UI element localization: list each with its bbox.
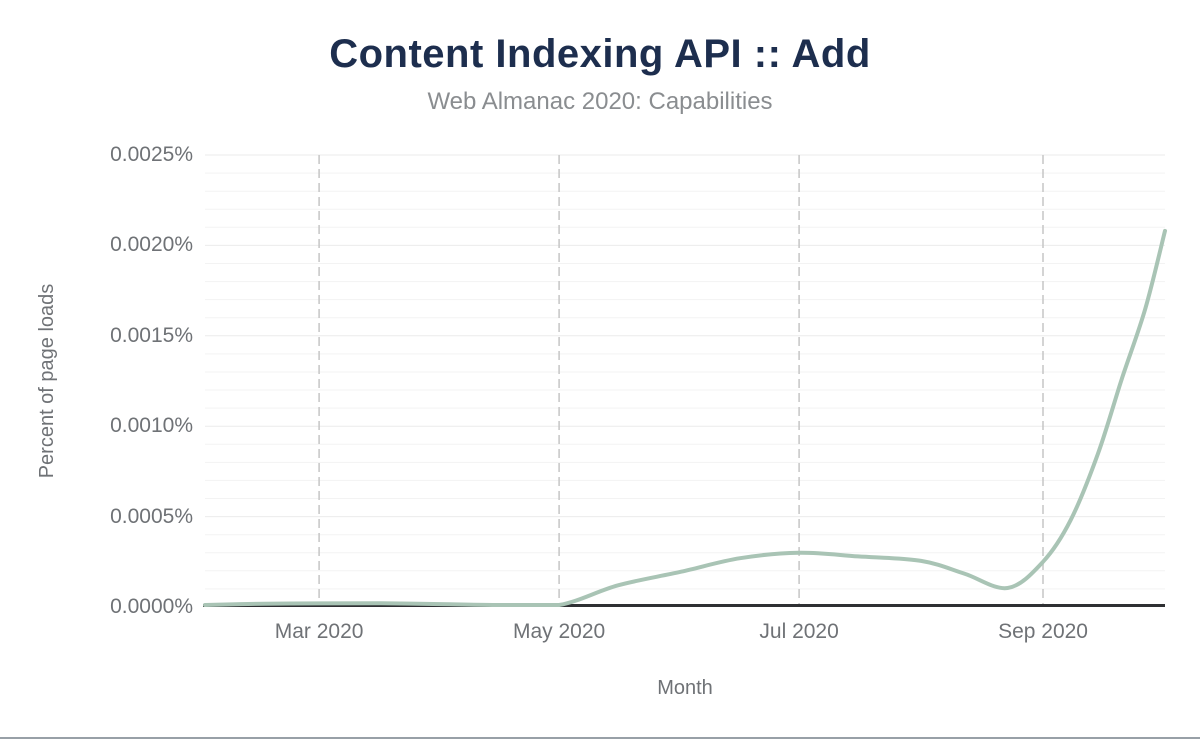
y-tick-label: 0.0000% bbox=[110, 595, 193, 618]
chart-title: Content Indexing API :: Add bbox=[329, 32, 871, 76]
x-tick-label: Sep 2020 bbox=[998, 620, 1088, 643]
y-tick-label: 0.0005% bbox=[110, 504, 193, 528]
page-bottom-border bbox=[0, 737, 1200, 739]
y-tick-label: 0.0015% bbox=[110, 323, 193, 347]
y-axis-title: Percent of page loads bbox=[36, 283, 58, 479]
y-tick-label: 0.0010% bbox=[110, 414, 193, 438]
series-line bbox=[203, 228, 1167, 607]
plot-area bbox=[203, 154, 1167, 607]
x-axis-title: Month bbox=[657, 677, 713, 699]
x-tick-label: May 2020 bbox=[512, 620, 606, 643]
y-tick-label: 0.0020% bbox=[110, 233, 193, 257]
line-chart-canvas bbox=[203, 154, 1167, 607]
x-tick-label: Mar 2020 bbox=[274, 620, 364, 643]
y-tick-label: 0.0025% bbox=[110, 143, 193, 166]
x-tick-label: Jul 2020 bbox=[759, 620, 839, 643]
chart-subtitle: Web Almanac 2020: Capabilities bbox=[427, 88, 773, 115]
